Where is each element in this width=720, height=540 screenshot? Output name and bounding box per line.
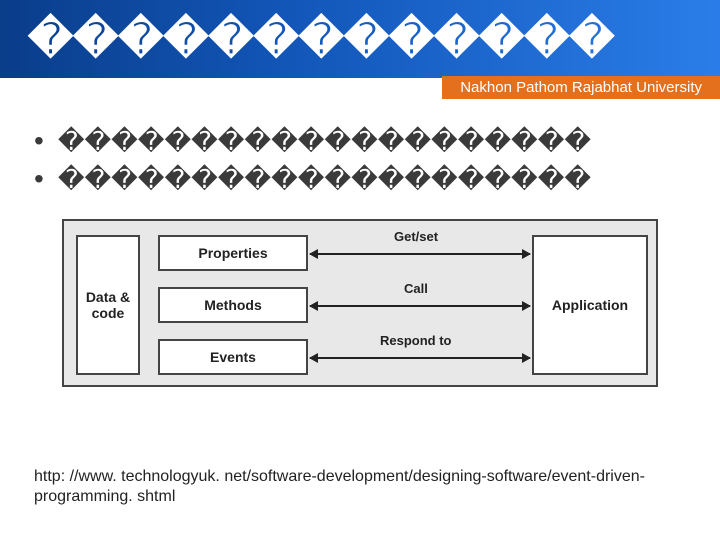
edge-label-respond: Respond to [380, 333, 452, 348]
edge-getset [310, 253, 530, 255]
node-label: Application [552, 297, 628, 313]
bullet-list: �������������������� �������������������… [34, 125, 720, 195]
node-label: Data &code [86, 289, 130, 321]
diagram-container: Data &code Properties Methods Events App… [0, 219, 720, 387]
header-bar: ������������� [0, 0, 720, 78]
bullet-item: �������������������� [34, 163, 720, 195]
node-label: Events [210, 349, 256, 365]
node-data-code: Data &code [76, 235, 140, 375]
node-events: Events [158, 339, 308, 375]
subheader-row: Nakhon Pathom Rajabhat University [0, 76, 720, 99]
node-methods: Methods [158, 287, 308, 323]
node-application: Application [532, 235, 648, 375]
node-label: Methods [204, 297, 262, 313]
flowchart-diagram: Data &code Properties Methods Events App… [62, 219, 658, 387]
node-label: Properties [198, 245, 267, 261]
bullet-item: �������������������� [34, 125, 720, 157]
node-properties: Properties [158, 235, 308, 271]
source-url: http: //www. technologyuk. net/software-… [34, 467, 654, 507]
page-title: ������������� [28, 14, 615, 65]
edge-respond [310, 357, 530, 359]
bullet-text: �������������������� [58, 126, 591, 157]
edge-call [310, 305, 530, 307]
university-badge: Nakhon Pathom Rajabhat University [442, 76, 720, 99]
bullet-text: �������������������� [58, 164, 591, 195]
edge-label-call: Call [404, 281, 428, 296]
edge-label-getset: Get/set [394, 229, 438, 244]
